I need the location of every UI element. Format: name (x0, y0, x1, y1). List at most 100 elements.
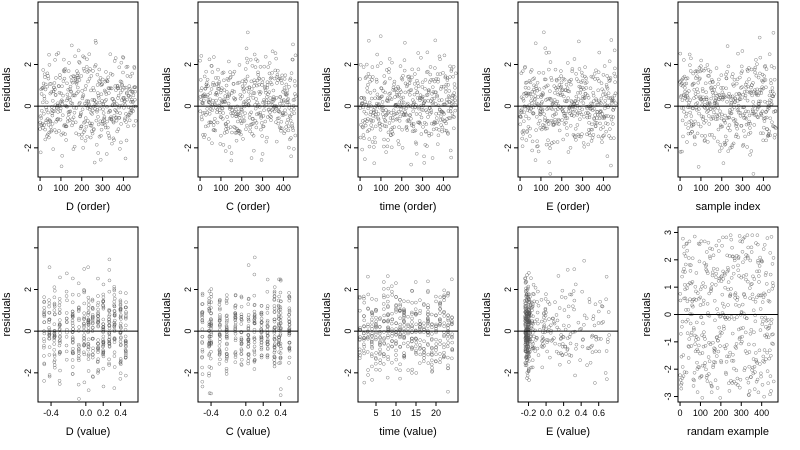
data-point (399, 96, 404, 101)
data-point (528, 126, 532, 131)
data-point (555, 99, 560, 104)
data-point (414, 371, 418, 375)
data-point (252, 330, 257, 334)
data-point (207, 306, 211, 311)
data-point (575, 123, 580, 127)
data-point (388, 116, 393, 120)
data-point (533, 158, 538, 162)
data-point (386, 313, 390, 318)
data-point (398, 334, 402, 339)
data-point (400, 146, 405, 150)
data-point (422, 330, 426, 334)
data-point (768, 78, 773, 82)
data-point (277, 328, 281, 333)
data-point (265, 304, 270, 308)
data-point (79, 74, 84, 78)
data-point (272, 76, 277, 81)
data-point (603, 92, 608, 97)
data-point (290, 126, 295, 130)
data-point (430, 325, 434, 330)
data-point (263, 119, 268, 124)
data-point (260, 152, 265, 156)
data-point (42, 94, 46, 98)
data-point (112, 350, 117, 355)
data-point (52, 348, 56, 352)
data-point (227, 145, 232, 149)
data-point (77, 358, 81, 363)
data-point (406, 368, 410, 372)
x-tick-label: 200 (554, 183, 569, 193)
x-axis-title: time (value) (379, 426, 436, 438)
data-point (80, 132, 84, 137)
data-point (216, 67, 220, 72)
data-point (564, 99, 569, 104)
data-point (239, 322, 244, 326)
data-point (738, 377, 743, 382)
data-point (690, 256, 695, 260)
data-point (536, 353, 541, 357)
data-point (272, 350, 277, 355)
data-point (95, 83, 100, 87)
data-point (277, 116, 281, 120)
data-point (754, 73, 759, 78)
data-point (256, 72, 260, 77)
data-point (205, 77, 210, 82)
data-point (446, 337, 450, 341)
data-point (390, 339, 394, 344)
data-point (64, 316, 69, 321)
data-point (547, 302, 552, 306)
data-point (681, 134, 685, 139)
data-point (133, 119, 138, 123)
data-point (424, 122, 429, 126)
data-point (713, 378, 718, 382)
data-point (386, 130, 391, 135)
data-point (362, 109, 366, 114)
data-point (394, 306, 398, 311)
data-point (228, 75, 233, 79)
data-point (576, 320, 581, 325)
data-point (52, 85, 56, 90)
data-point (442, 314, 447, 318)
data-point (271, 88, 276, 93)
data-point (691, 377, 696, 382)
data-point (42, 379, 46, 383)
data-point (233, 323, 238, 328)
data-point (700, 133, 704, 138)
data-point (112, 288, 117, 293)
data-point (768, 116, 773, 121)
data-point (86, 322, 91, 327)
data-point (90, 355, 95, 360)
data-point (376, 112, 381, 116)
data-point (47, 317, 52, 322)
data-point (57, 90, 62, 95)
data-point (259, 114, 264, 119)
data-point (287, 308, 292, 313)
data-point (96, 324, 100, 329)
y-tick-label: 2 (23, 287, 33, 292)
data-point (86, 79, 90, 84)
data-point (684, 76, 688, 81)
data-point (756, 75, 761, 80)
data-point (252, 319, 257, 324)
data-point (224, 325, 229, 329)
data-point (603, 371, 608, 375)
data-point (386, 138, 390, 142)
data-point (259, 316, 264, 321)
x-tick-label: 0.6 (592, 408, 605, 418)
data-point (362, 331, 366, 336)
data-point (282, 98, 286, 102)
data-point (434, 348, 438, 352)
data-point (390, 317, 394, 322)
data-point (44, 120, 48, 125)
data-point (70, 358, 75, 362)
data-point (402, 320, 406, 324)
data-point (582, 145, 586, 149)
data-point (47, 374, 52, 379)
data-point (679, 332, 683, 336)
data-point (265, 95, 269, 99)
data-point (358, 135, 363, 140)
data-point (596, 134, 601, 139)
data-point (239, 336, 244, 340)
data-point (528, 134, 532, 138)
